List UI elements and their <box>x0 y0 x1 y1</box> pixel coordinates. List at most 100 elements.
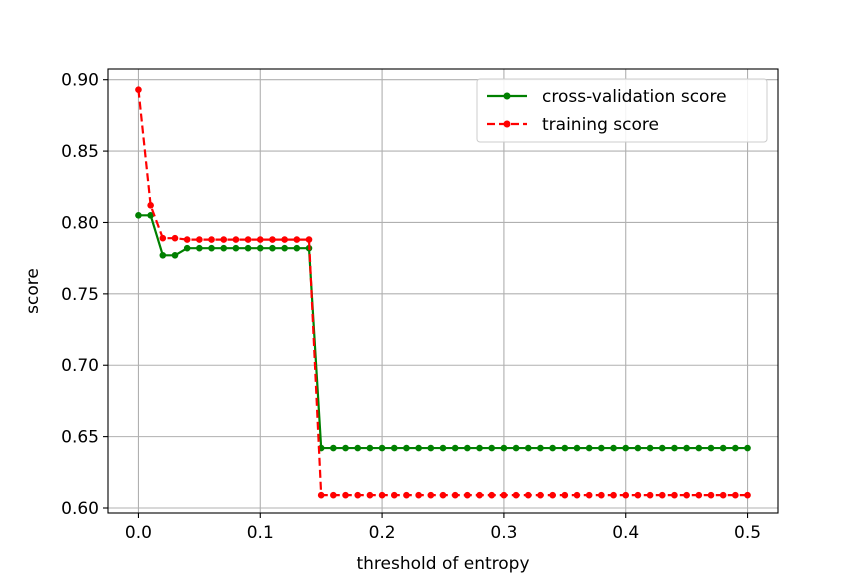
data-point-training-score <box>707 491 715 499</box>
data-point-cross-validation-score <box>220 244 228 252</box>
data-point-cross-validation-score <box>549 444 556 452</box>
data-point-cross-validation-score <box>488 444 496 452</box>
data-point-cross-validation-score <box>634 444 642 452</box>
data-point-cross-validation-score <box>707 444 715 452</box>
x-tick-label: 0.5 <box>734 523 761 543</box>
data-point-training-score <box>744 491 751 499</box>
data-point-training-score <box>403 491 410 499</box>
data-point-training-score <box>208 236 215 243</box>
legend-box <box>476 78 768 143</box>
data-point-training-score <box>561 491 569 499</box>
x-tick-label: 0.1 <box>247 523 274 543</box>
x-tick-label: 0.0 <box>125 523 152 543</box>
data-point-training-score <box>695 491 703 499</box>
data-point-cross-validation-score <box>744 444 751 452</box>
data-point-cross-validation-score <box>646 444 654 452</box>
data-point-training-score <box>573 491 581 499</box>
data-point-cross-validation-score <box>573 444 581 452</box>
data-point-training-score <box>305 236 313 243</box>
y-axis-label: score <box>23 268 43 314</box>
y-tick-label: 0.60 <box>61 499 99 519</box>
data-point-training-score <box>658 491 666 499</box>
data-point-cross-validation-score <box>512 444 520 452</box>
data-point-training-score <box>183 236 191 243</box>
legend-marker-training <box>503 120 511 128</box>
data-point-training-score <box>390 491 398 499</box>
data-point-training-score <box>196 236 203 243</box>
data-point-cross-validation-score <box>354 444 362 452</box>
plot-frame <box>107 68 779 514</box>
data-point-training-score <box>488 491 496 499</box>
data-point-training-score <box>330 491 337 499</box>
data-point-cross-validation-score <box>196 244 203 252</box>
data-point-cross-validation-score <box>476 444 483 452</box>
data-point-training-score <box>500 491 508 499</box>
data-point-training-score <box>317 491 325 499</box>
data-point-cross-validation-score <box>183 244 191 252</box>
data-point-cross-validation-score <box>281 244 288 252</box>
data-point-cross-validation-score <box>330 444 337 452</box>
y-tick-label: 0.75 <box>61 285 99 305</box>
data-point-training-score <box>598 491 605 499</box>
x-tick-label: 0.4 <box>612 523 639 543</box>
data-point-training-score <box>159 234 167 242</box>
data-point-cross-validation-score <box>232 244 240 252</box>
data-point-training-score <box>634 491 642 499</box>
data-point-training-score <box>537 491 544 499</box>
data-point-training-score <box>610 491 617 499</box>
y-tick-label: 0.80 <box>61 213 99 233</box>
y-tick-label: 0.85 <box>61 142 99 162</box>
data-point-cross-validation-score <box>135 212 142 219</box>
data-point-training-score <box>646 491 654 499</box>
data-point-cross-validation-score <box>610 444 617 452</box>
data-point-training-score <box>354 491 362 499</box>
data-point-cross-validation-score <box>598 444 605 452</box>
data-point-training-score <box>451 491 459 499</box>
data-point-cross-validation-score <box>524 444 532 452</box>
data-point-cross-validation-score <box>658 444 666 452</box>
data-point-training-score <box>549 491 556 499</box>
data-point-training-score <box>342 491 349 499</box>
data-point-training-score <box>622 491 630 499</box>
data-point-cross-validation-score <box>622 444 630 452</box>
data-point-cross-validation-score <box>439 444 447 452</box>
data-point-cross-validation-score <box>244 244 252 252</box>
data-point-cross-validation-score <box>293 244 301 252</box>
y-tick-label: 0.70 <box>61 356 99 376</box>
data-point-training-score <box>427 491 435 499</box>
y-tick-label: 0.90 <box>61 71 99 91</box>
data-point-training-score <box>524 491 532 499</box>
data-point-cross-validation-score <box>537 444 544 452</box>
data-point-cross-validation-score <box>451 444 459 452</box>
data-point-training-score <box>171 234 179 242</box>
data-point-training-score <box>732 491 739 499</box>
plot-area <box>108 69 778 513</box>
legend: cross-validation score training score <box>476 78 768 143</box>
x-tick-label: 0.2 <box>369 523 396 543</box>
data-point-cross-validation-score <box>561 444 569 452</box>
data-point-training-score <box>464 491 471 499</box>
grid <box>108 69 778 513</box>
data-point-cross-validation-score <box>269 244 276 252</box>
data-point-cross-validation-score <box>671 444 678 452</box>
data-point-cross-validation-score <box>719 444 727 452</box>
data-point-training-score <box>439 491 447 499</box>
data-point-training-score <box>683 491 690 499</box>
data-point-cross-validation-score <box>464 444 471 452</box>
data-point-training-score <box>232 236 240 243</box>
data-point-cross-validation-score <box>342 444 349 452</box>
data-point-cross-validation-score <box>159 252 167 259</box>
data-point-cross-validation-score <box>683 444 690 452</box>
data-point-cross-validation-score <box>390 444 398 452</box>
data-point-training-score <box>719 491 727 499</box>
data-point-cross-validation-score <box>695 444 703 452</box>
legend-label-cross-validation: cross-validation score <box>542 87 727 107</box>
x-tick-label: 0.3 <box>490 523 517 543</box>
data-point-cross-validation-score <box>366 444 374 452</box>
data-point-training-score <box>512 491 520 499</box>
data-point-cross-validation-score <box>500 444 508 452</box>
data-point-training-score <box>378 491 386 499</box>
data-point-training-score <box>585 491 593 499</box>
ticks: 0.0 0.1 0.2 0.3 0.4 0.5 0.60 0.65 0.70 0.75 0.80 0.… <box>61 71 761 543</box>
